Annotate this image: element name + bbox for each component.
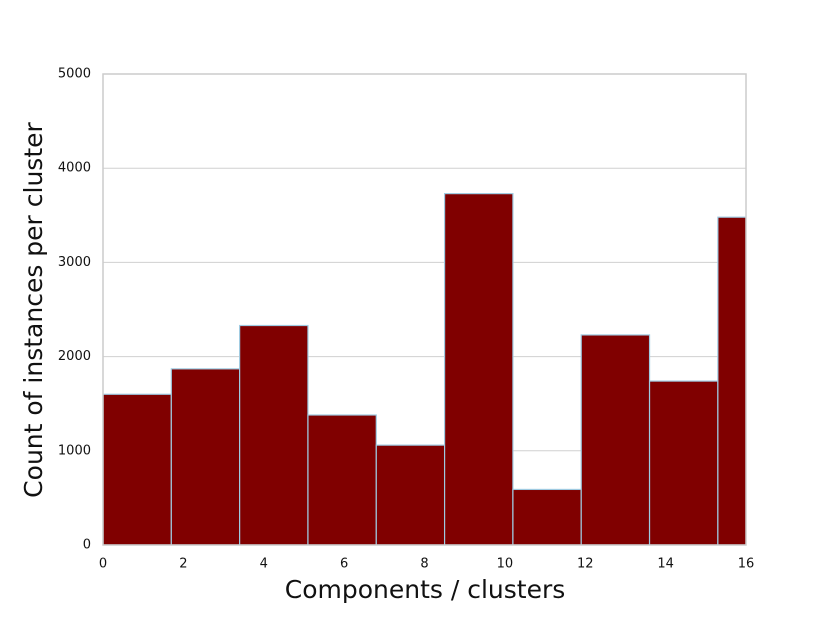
x-tick-label: 4 — [260, 557, 268, 572]
bar — [648, 380, 719, 545]
bar — [717, 216, 746, 545]
y-tick-label: 0 — [83, 538, 91, 553]
bar — [443, 193, 514, 545]
bar — [375, 444, 446, 545]
bars — [103, 193, 746, 545]
x-tick-label: 10 — [497, 557, 514, 572]
bar — [580, 334, 651, 545]
y-tick-label: 5000 — [58, 67, 91, 82]
x-tick-label: 16 — [738, 557, 755, 572]
x-tick-label: 14 — [657, 557, 674, 572]
x-tick-label: 6 — [340, 557, 348, 572]
bar — [103, 393, 172, 545]
y-axis-title: Count of instances per cluster — [19, 121, 48, 497]
x-tick-label: 8 — [420, 557, 428, 572]
bar — [307, 414, 377, 545]
x-tick-label: 2 — [179, 557, 187, 572]
y-tick-label: 4000 — [58, 161, 91, 176]
bar — [239, 324, 309, 545]
plot-frame — [102, 73, 747, 546]
y-tick-label: 2000 — [58, 349, 91, 364]
bar — [170, 368, 241, 545]
bar — [512, 488, 582, 545]
y-tick-label: 3000 — [58, 255, 91, 270]
x-axis-title: Components / clusters — [285, 575, 566, 604]
x-tick-label: 0 — [99, 557, 107, 572]
y-tick-label: 1000 — [58, 443, 91, 458]
x-tick-label: 12 — [577, 557, 594, 572]
